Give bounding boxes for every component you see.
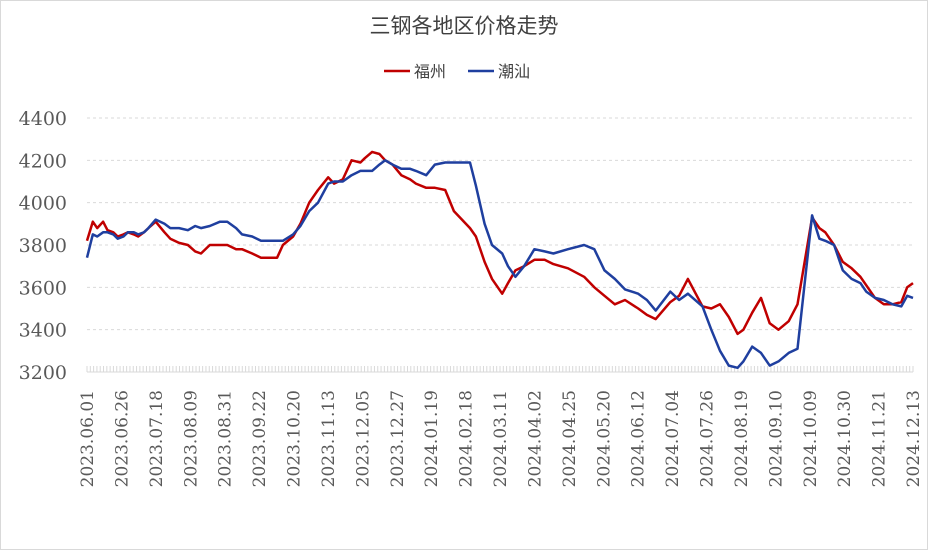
x-tick-label: 2023.10.20 <box>285 390 305 487</box>
x-tick-label: 2024.07.26 <box>698 390 718 487</box>
x-tick-label: 2024.09.10 <box>766 390 786 487</box>
x-tick-label: 2024.07.04 <box>663 390 683 487</box>
x-tick-label: 2023.06.26 <box>112 390 132 487</box>
x-tick-label: 2023.12.27 <box>388 390 408 487</box>
x-tick-label: 2024.04.02 <box>525 390 545 487</box>
x-tick-label: 2024.10.09 <box>801 390 821 487</box>
x-tick-label: 2024.02.18 <box>457 390 477 487</box>
y-tick-label: 3200 <box>19 362 67 384</box>
series-line-福州 <box>85 150 914 336</box>
y-tick-label: 3600 <box>19 277 67 299</box>
x-tick-label: 2023.07.18 <box>147 390 167 487</box>
x-tick-label: 2023.06.01 <box>78 390 98 487</box>
legend-label: 福州 <box>414 62 446 81</box>
series-line-潮汕 <box>85 159 914 370</box>
x-tick-label: 2023.08.09 <box>181 390 201 487</box>
y-axis: 3200 3400 3600 3800 4000 4200 4400 <box>19 108 67 384</box>
y-tick-label: 3400 <box>19 320 67 342</box>
x-tick-label: 2024.08.19 <box>732 390 752 487</box>
chart-title: 三钢各地区价格走势 <box>370 14 559 38</box>
x-tick-label: 2024.11.21 <box>870 390 890 487</box>
legend-label: 潮汕 <box>498 62 530 81</box>
x-tick-label: 2024.01.19 <box>422 390 442 487</box>
x-tick-label: 2024.12.13 <box>904 390 924 487</box>
x-tick-label: 2023.09.22 <box>250 390 270 487</box>
x-axis: 2023.06.01 2023.06.26 2023.07.18 2023.08.09… <box>78 366 924 487</box>
x-tick-label: 2023.12.05 <box>353 390 373 487</box>
legend: 福州 潮汕 <box>384 62 530 81</box>
y-tick-label: 4200 <box>19 150 67 172</box>
y-tick-label: 3800 <box>19 235 67 257</box>
x-tick-label: 2024.03.11 <box>491 390 511 487</box>
y-tick-label: 4000 <box>19 193 67 215</box>
x-tick-label: 2024.05.20 <box>594 390 614 487</box>
x-tick-label: 2024.06.12 <box>629 390 649 487</box>
x-tick-label: 2024.04.25 <box>560 390 580 487</box>
x-tick-label: 2024.10.30 <box>835 390 855 487</box>
series-layer <box>85 150 914 370</box>
x-tick-label: 2023.08.31 <box>216 390 236 487</box>
y-tick-label: 4400 <box>19 108 67 130</box>
x-tick-label: 2023.11.13 <box>319 390 339 487</box>
gridlines <box>87 117 913 331</box>
